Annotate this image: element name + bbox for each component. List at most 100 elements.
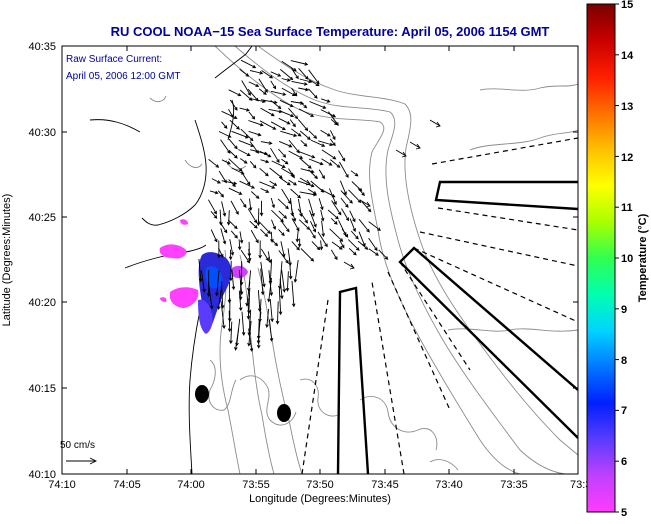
current-vector [248, 111, 256, 120]
current-vector [240, 59, 257, 69]
current-vector [239, 107, 250, 112]
current-vector [246, 298, 251, 320]
y-tick-label: 40:30 [28, 127, 56, 139]
current-vector [339, 240, 345, 249]
x-tick-label: 73:55 [242, 479, 270, 491]
current-vector [270, 90, 287, 96]
current-vector [200, 270, 206, 293]
x-tick-label: 73:50 [306, 479, 334, 491]
current-vector [247, 320, 252, 347]
current-vector [298, 68, 309, 80]
radar-beam-solid [398, 246, 578, 439]
current-vector [341, 208, 349, 222]
current-vector [368, 221, 381, 231]
temperature-colorbar: 15 14 13 12 11 10 9 8 7 6 5 Temperature … [586, 0, 649, 519]
bathymetry-contour [239, 254, 275, 474]
colorbar-tick-label: 7 [621, 405, 627, 417]
y-tick-labels: 40:35 40:30 40:25 40:20 40:15 40:10 [28, 41, 56, 481]
colorbar-ticks [615, 3, 619, 513]
current-vector [288, 139, 300, 154]
raw-current-timestamp: April 05, 2006 12:00 GMT [66, 71, 181, 82]
current-vector [240, 198, 247, 209]
x-tick-label: 73:3 [570, 479, 591, 491]
x-axis-label: Longitude (Degrees:Minutes) [249, 493, 391, 505]
current-vector [321, 158, 333, 166]
bathymetry-contour [214, 46, 521, 474]
current-vector [218, 131, 232, 138]
current-vector [288, 168, 295, 179]
current-vector [271, 160, 286, 168]
coastline-outline [141, 119, 207, 226]
current-vector [348, 247, 357, 256]
current-vector [229, 321, 233, 345]
current-vector [267, 251, 272, 264]
current-vector [288, 179, 297, 186]
current-vector [339, 180, 347, 196]
current-vector [281, 78, 291, 82]
bathymetry-contour [299, 378, 341, 417]
coastline-outline [214, 46, 253, 79]
current-vector [260, 261, 266, 288]
current-vector [299, 101, 308, 109]
current-vector [395, 149, 407, 158]
current-vector [288, 257, 293, 280]
current-vector [280, 69, 294, 81]
bathymetry-contour [469, 129, 578, 151]
current-vector [280, 220, 290, 233]
current-vector [270, 147, 280, 163]
colorbar-tick-label: 8 [621, 355, 627, 367]
current-vector [319, 240, 324, 251]
colorbar-gradient [586, 3, 616, 513]
current-vector [330, 249, 338, 261]
current-vector [226, 210, 231, 226]
sst-patch-cold [198, 299, 213, 334]
current-vector [331, 200, 342, 216]
current-vector [231, 130, 249, 139]
current-vector [250, 229, 259, 244]
colorbar-tick-label: 6 [621, 456, 627, 468]
current-vector [328, 188, 337, 206]
current-vector [278, 117, 291, 125]
current-vector [317, 231, 328, 248]
current-vector [241, 80, 251, 96]
current-vector [259, 181, 276, 189]
current-vector [247, 248, 252, 262]
colorbar-tick-label: 14 [621, 50, 634, 62]
current-vector [358, 219, 370, 233]
bathymetry-contour [429, 459, 459, 471]
current-vector [327, 209, 339, 220]
current-vector [330, 159, 341, 168]
current-vector [278, 229, 285, 237]
current-vector [228, 138, 238, 150]
bathymetry-contour [184, 159, 203, 168]
current-vector [221, 110, 238, 120]
current-vector [269, 180, 278, 186]
current-vector [285, 271, 290, 292]
current-vector [259, 150, 272, 158]
colorbar-tick-label: 11 [621, 202, 633, 214]
current-vector [248, 120, 264, 127]
current-vector [260, 268, 265, 296]
current-vector [291, 218, 300, 232]
radar-beam-dashed [371, 281, 405, 474]
current-vector [221, 121, 228, 129]
current-vector [368, 237, 378, 252]
current-vector [265, 308, 270, 329]
current-vector [239, 231, 244, 244]
current-vector [228, 158, 243, 172]
current-vector [358, 231, 366, 247]
current-vector [248, 198, 253, 212]
current-vector [229, 239, 235, 256]
current-vector [297, 208, 308, 224]
current-vector [260, 107, 275, 117]
current-vector [237, 239, 242, 251]
current-vector [340, 197, 349, 208]
current-vector [297, 150, 316, 159]
current-vector [288, 107, 299, 120]
current-vector [208, 159, 220, 168]
y-tick-label: 40:20 [28, 297, 56, 309]
current-vector [308, 88, 318, 99]
current-vector [278, 210, 288, 219]
colorbar-tick-label: 5 [621, 507, 627, 519]
